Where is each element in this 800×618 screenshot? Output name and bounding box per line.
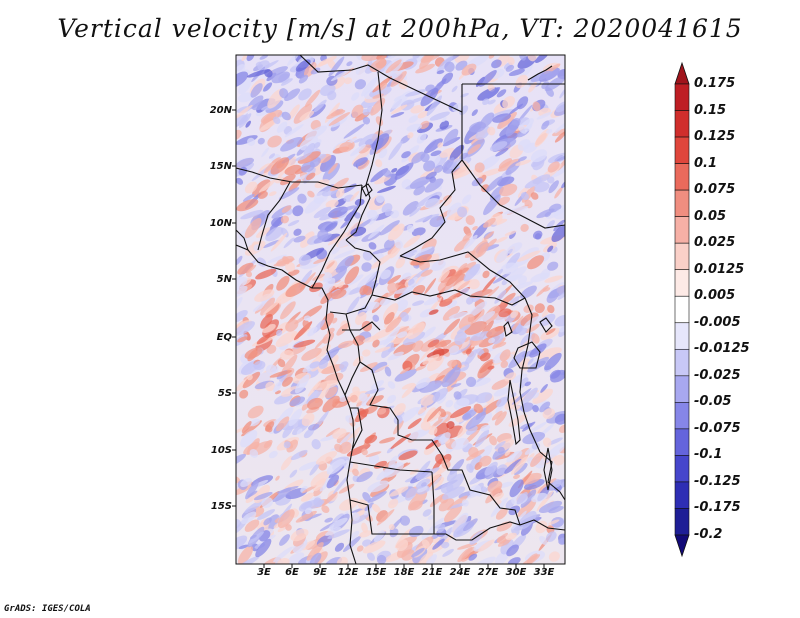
colorbar-band bbox=[674, 348, 690, 377]
lat-label: 10N bbox=[209, 218, 232, 229]
lon-label: 3E bbox=[257, 567, 271, 578]
colorbar-tick-label: 0.075 bbox=[694, 182, 736, 198]
colorbar-tick-label: -0.2 bbox=[694, 527, 723, 542]
velocity-field bbox=[236, 55, 565, 564]
lat-label: 20N bbox=[209, 105, 232, 116]
lon-label: 33E bbox=[533, 567, 555, 578]
colorbar-top-arrow bbox=[674, 61, 690, 85]
lon-label: 21E bbox=[421, 567, 443, 578]
colorbar bbox=[674, 61, 690, 558]
colorbar-band bbox=[674, 269, 690, 297]
colorbar-tick-label: -0.0125 bbox=[694, 341, 750, 357]
colorbar-tick-label: 0.0125 bbox=[694, 261, 745, 277]
colorbar-band bbox=[674, 402, 690, 430]
colorbar-band bbox=[674, 375, 690, 403]
grads-credit: GrADS: IGES/COLA bbox=[4, 604, 91, 614]
lat-label: 15S bbox=[210, 501, 232, 512]
colorbar-band bbox=[674, 322, 690, 350]
lake-victoria bbox=[513, 341, 541, 369]
colorbar-tick-label: -0.075 bbox=[694, 420, 741, 436]
colorbar-tick-label: 0.025 bbox=[694, 235, 736, 251]
colorbar-band bbox=[674, 163, 690, 191]
lon-label: 15E bbox=[365, 567, 387, 578]
lon-label: 24E bbox=[449, 567, 471, 578]
colorbar-tick-label: -0.025 bbox=[694, 367, 741, 383]
lake-tanganyika bbox=[507, 379, 521, 446]
colorbar-band bbox=[674, 295, 690, 324]
colorbar-tick-label: -0.005 bbox=[694, 314, 741, 330]
lat-label: EQ bbox=[216, 332, 232, 343]
lat-label: 10S bbox=[210, 445, 232, 456]
map-frame bbox=[235, 54, 566, 565]
axis-ticks bbox=[232, 109, 545, 568]
country-borders bbox=[236, 55, 565, 564]
colorbar-tick-label: 0.005 bbox=[694, 288, 736, 304]
colorbar-band bbox=[674, 83, 690, 111]
colorbar-band bbox=[674, 242, 690, 271]
colorbar-bottom-arrow bbox=[674, 534, 690, 558]
lat-label: 15N bbox=[209, 161, 232, 172]
lon-label: 27E bbox=[477, 567, 499, 578]
colorbar-band bbox=[674, 481, 690, 509]
lake-chad bbox=[361, 183, 373, 197]
lat-label: 5N bbox=[216, 274, 232, 285]
colorbar-tick-label: 0.05 bbox=[694, 208, 727, 224]
colorbar-band bbox=[674, 508, 690, 536]
colorbar-band bbox=[674, 216, 690, 244]
colorbar-band bbox=[674, 189, 690, 217]
lon-label: 6E bbox=[285, 567, 299, 578]
colorbar-tick-label: -0.175 bbox=[694, 500, 741, 516]
colorbar-tick-label: 0.1 bbox=[694, 155, 718, 171]
colorbar-band bbox=[674, 455, 690, 483]
colorbar-band bbox=[674, 428, 690, 456]
colorbar-tick-label: -0.05 bbox=[694, 394, 732, 410]
colorbar-tick-label: -0.125 bbox=[694, 473, 741, 489]
lon-label: 12E bbox=[337, 567, 359, 578]
colorbar-tick-label: -0.1 bbox=[694, 447, 723, 463]
colorbar-tick-label: 0.15 bbox=[694, 102, 727, 118]
lake-malawi bbox=[543, 447, 553, 491]
chart-title: Vertical velocity [m/s] at 200hPa, VT: 2… bbox=[57, 14, 743, 43]
colorbar-band bbox=[674, 136, 690, 164]
colorbar-band bbox=[674, 110, 690, 138]
lon-label: 9E bbox=[313, 567, 327, 578]
colorbar-tick-label: 0.125 bbox=[694, 129, 736, 145]
coastline bbox=[236, 244, 357, 564]
lon-label: 18E bbox=[393, 567, 415, 578]
lon-label: 30E bbox=[505, 567, 527, 578]
lat-label: 5S bbox=[217, 388, 232, 399]
colorbar-tick-label: 0.175 bbox=[694, 76, 736, 91]
